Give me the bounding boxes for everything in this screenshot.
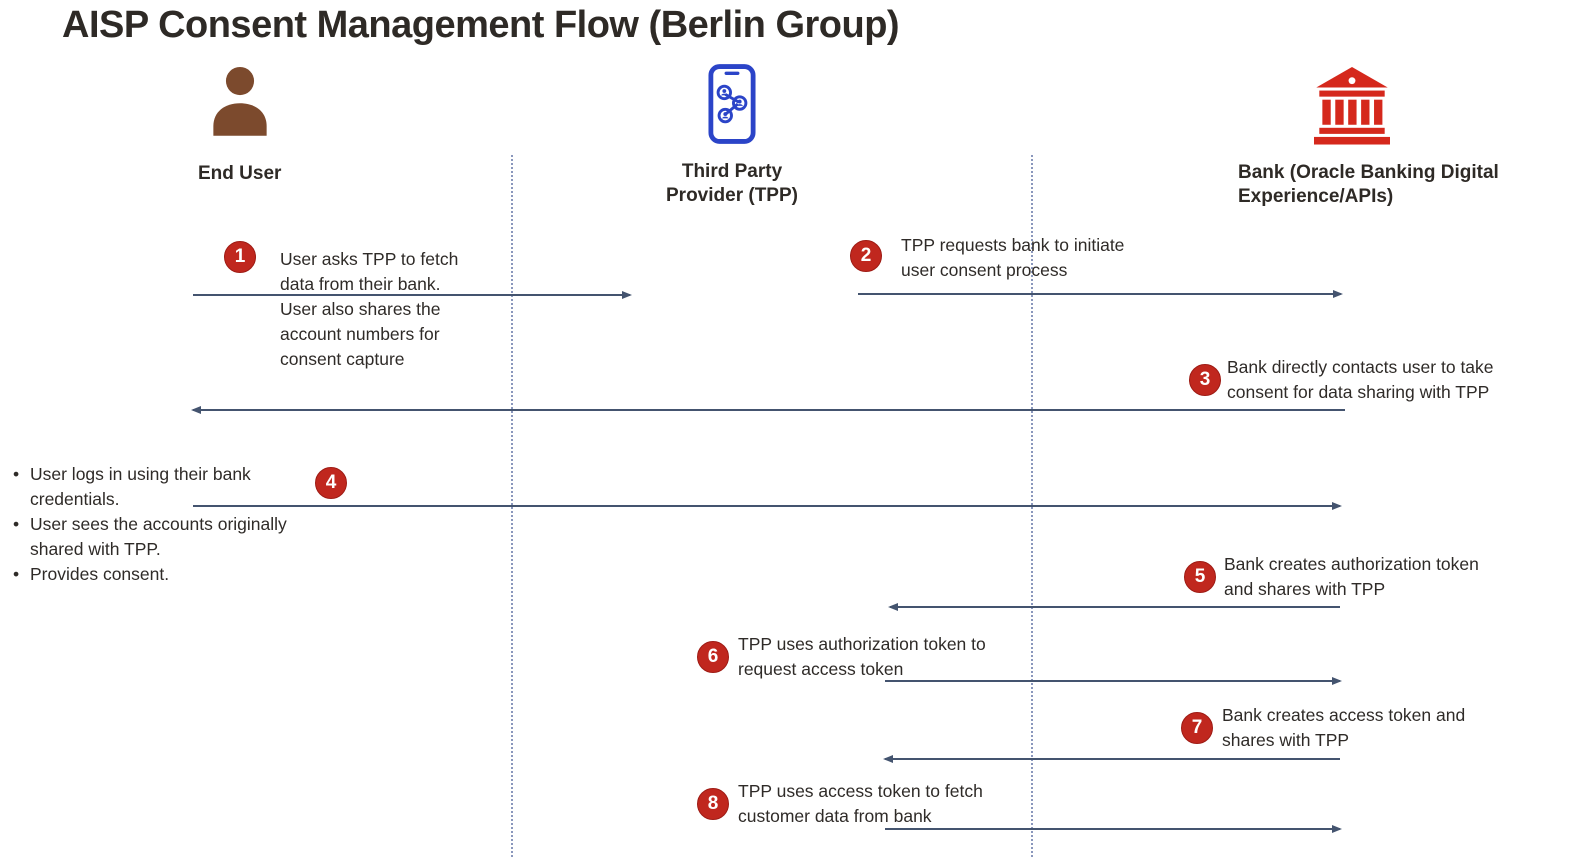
- arrow-step-5: [890, 606, 1340, 608]
- person-icon: [213, 66, 267, 136]
- arrow-step-7: [885, 758, 1340, 760]
- actor-label-end-user: End User: [198, 163, 282, 184]
- actor-label-tpp: Third Party Provider (TPP): [666, 161, 798, 206]
- step-4-note-1: User logs in using their bank credential…: [8, 462, 358, 512]
- step-8-badge: 8: [697, 788, 729, 820]
- step-4-note-2: User sees the accounts originally shared…: [8, 512, 358, 562]
- arrow-step-8: [885, 828, 1340, 830]
- mobile-phone-icon: [708, 64, 756, 144]
- step-3-text: Bank directly contacts user to take cons…: [1227, 357, 1494, 402]
- step-1-text: User asks TPP to fetch data from their b…: [280, 249, 459, 369]
- step-7-text: Bank creates access token and shares wit…: [1222, 705, 1466, 750]
- arrow-step-6: [885, 680, 1340, 682]
- arrow-step-4: [193, 505, 1340, 507]
- step-7-badge: 7: [1181, 712, 1213, 744]
- page-title: AISP Consent Management Flow (Berlin Gro…: [62, 4, 900, 46]
- arrow-step-3: [193, 409, 1345, 411]
- step-4-notes: User logs in using their bank credential…: [8, 462, 358, 587]
- step-6-badge: 6: [697, 641, 729, 673]
- actor-label-bank: Bank (Oracle Banking Digital Experience/…: [1238, 162, 1499, 207]
- step-2-text: TPP requests bank to initiate user conse…: [901, 235, 1125, 280]
- step-2-badge: 2: [850, 240, 882, 272]
- arrow-step-1: [193, 294, 630, 296]
- step-8-text: TPP uses access token to fetch customer …: [738, 781, 983, 826]
- step-6-text: TPP uses authorization token to request …: [738, 634, 986, 679]
- step-4-note-3: Provides consent.: [8, 562, 358, 587]
- step-1-badge: 1: [224, 241, 256, 273]
- step-5-badge: 5: [1184, 561, 1216, 593]
- arrow-step-2: [858, 293, 1341, 295]
- step-5-text: Bank creates authorization token and sha…: [1224, 554, 1479, 599]
- step-3-badge: 3: [1189, 364, 1221, 396]
- bank-icon: [1314, 67, 1390, 145]
